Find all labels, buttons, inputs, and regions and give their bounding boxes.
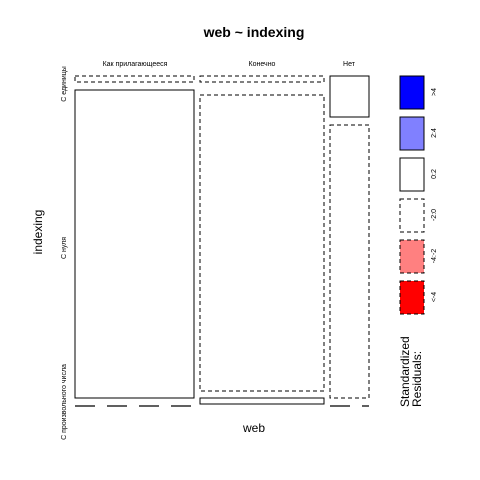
legend-label: 0:2 (431, 169, 438, 179)
cell-3-2 (329, 124, 370, 399)
legend-title: Residuals: (410, 351, 424, 407)
x-tick-label: Нет (343, 61, 356, 68)
legend-swatch (399, 116, 425, 151)
legend-label: -4:-2 (431, 249, 438, 264)
y-tick-label: С нуля (61, 237, 68, 259)
legend-label: >4 (431, 88, 438, 96)
cell-2-2 (199, 94, 325, 392)
cell-2-3 (199, 397, 325, 405)
legend-swatch (399, 75, 425, 110)
legend-swatch (399, 280, 425, 315)
y-axis-label: indexing (31, 210, 45, 255)
x-axis-label: web (242, 421, 265, 435)
x-tick-label: Конечно (249, 61, 276, 68)
legend-title: Standardized (398, 336, 412, 407)
cell-2-1 (199, 75, 325, 83)
cell-1-1 (74, 75, 195, 83)
legend-swatch (399, 198, 425, 233)
x-tick-label: Как прилагающееся (103, 61, 168, 68)
cell-1-2 (74, 89, 195, 399)
legend-label: 2:4 (431, 128, 438, 138)
legend-label: <-4 (431, 292, 438, 302)
y-tick-label: С единицы (61, 66, 68, 102)
cell-3-1 (329, 75, 370, 118)
chart-title: web ~ indexing (203, 24, 305, 40)
legend-label: -2:0 (431, 209, 438, 221)
legend-swatch (399, 157, 425, 192)
y-tick-label: С произвольного числа (61, 364, 68, 440)
legend-swatch (399, 239, 425, 274)
